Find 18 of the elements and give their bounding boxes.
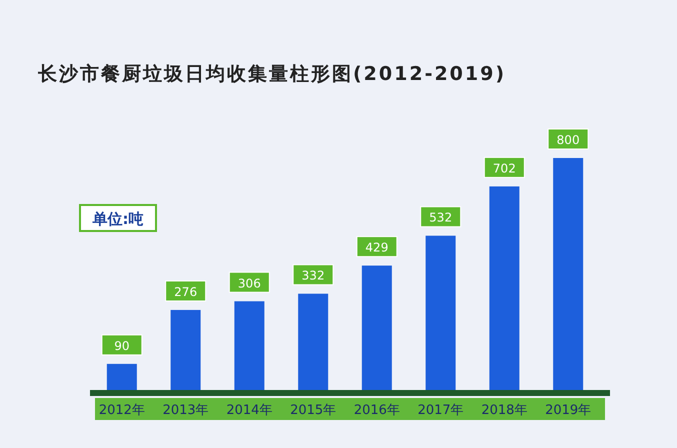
x-tick: 2018年 xyxy=(481,403,528,418)
x-tick: 2015年 xyxy=(290,403,336,418)
x-tick: 2013年 xyxy=(162,403,209,418)
data-label: 90 xyxy=(114,338,130,353)
data-label: 532 xyxy=(429,210,452,225)
x-tick: 2019年 xyxy=(545,403,592,418)
data-label: 332 xyxy=(302,268,325,283)
data-label: 429 xyxy=(365,240,388,255)
data-label: 276 xyxy=(174,284,198,299)
title: 长沙市餐厨垃圾日均收集量柱形图(2012-2019) xyxy=(38,63,506,85)
ylabel: 单位:吨 xyxy=(92,210,144,228)
x-tick: 2014年 xyxy=(226,403,272,418)
data-label: 702 xyxy=(492,161,516,176)
x-tick: 2012年 xyxy=(98,403,145,418)
x-tick: 2016年 xyxy=(354,403,400,418)
data-label: 800 xyxy=(556,133,580,147)
x-tick: 2017年 xyxy=(418,403,464,418)
data-label: 306 xyxy=(238,276,261,290)
